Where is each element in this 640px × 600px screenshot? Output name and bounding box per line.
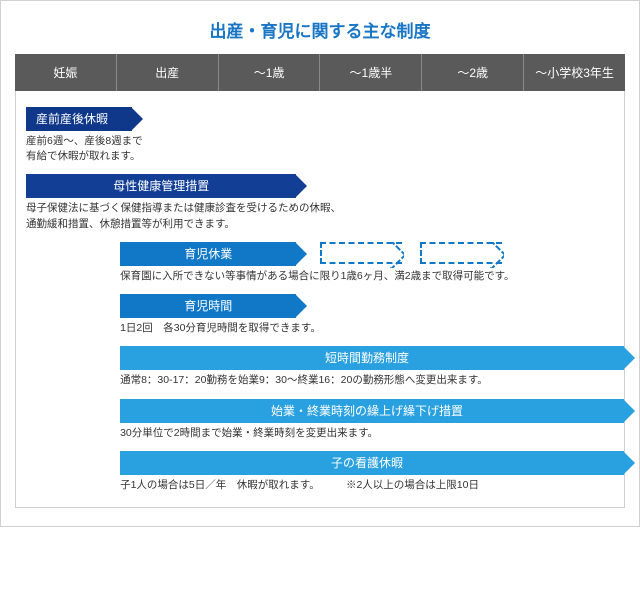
policy-arrow [120,294,296,318]
header-cell: 〜1歳半 [320,54,422,91]
policy-row: 子の看護休暇子1人の場合は5日／年 休暇が取れます。 ※2人以上の場合は上限10… [16,451,624,493]
header-cell: 出産 [117,54,219,91]
policy-row: 育児時間 1日2回 各30分育児時間を取得できます。 [16,294,624,336]
policy-arrow [26,174,296,198]
policy-description: 母子保健法に基づく保健指導または健康診査を受けるための休暇、通勤緩和措置、休憩措… [26,201,614,231]
policy-row: 育児休業保育園に入所できない等事情がある場合に限り1歳6ヶ月、満2歳まで取得可能… [16,242,624,284]
policy-description: 子1人の場合は5日／年 休暇が取れます。 ※2人以上の場合は上限10日 [120,478,614,493]
policy-description: 産前6週〜、産後8週まで有給で休暇が取れます。 [26,134,614,164]
chart-title: 出産・育児に関する主な制度 [15,17,625,42]
policy-description: 通常8：30-17：20勤務を始業9：30〜終業16：20の勤務形態へ変更出来ま… [120,373,614,388]
policy-extension-dashed [320,242,402,264]
policy-bar-track: 短時間勤務制度 [26,346,614,370]
timeline-header: 妊娠出産〜1歳〜1歳半〜2歳〜小学校3年生 [15,54,625,91]
policy-arrow [120,346,624,370]
policy-row: 短時間勤務制度通常8：30-17：20勤務を始業9：30〜終業16：20の勤務形… [16,346,624,388]
policy-description: 1日2回 各30分育児時間を取得できます。 [120,321,614,336]
policy-arrow [26,107,132,131]
policy-row: 母性健康管理措置母子保健法に基づく保健指導または健康診査を受けるための休暇、通勤… [16,174,624,231]
chart-body: 産前産後休暇産前6週〜、産後8週まで有給で休暇が取れます。母性健康管理措置母子保… [15,91,625,508]
header-cell: 〜小学校3年生 [524,54,625,91]
policy-description: 30分単位で2時間まで始業・終業時刻を変更出来ます。 [120,426,614,441]
policy-description: 保育園に入所できない等事情がある場合に限り1歳6ヶ月、満2歳まで取得可能です。 [120,269,614,284]
policy-arrow [120,399,624,423]
policy-row: 産前産後休暇産前6週〜、産後8週まで有給で休暇が取れます。 [16,107,624,164]
header-cell: 〜1歳 [219,54,321,91]
header-cell: 〜2歳 [422,54,524,91]
policy-bar-track: 育児時間 [26,294,614,318]
policy-bar-track: 始業・終業時刻の繰上げ繰下げ措置 [26,399,614,423]
chart-container: 出産・育児に関する主な制度 妊娠出産〜1歳〜1歳半〜2歳〜小学校3年生 産前産後… [0,0,640,527]
policy-arrow [120,451,624,475]
policy-bar-track: 母性健康管理措置 [26,174,614,198]
policy-bar-track: 産前産後休暇 [26,107,614,131]
policy-extension-dashed [420,242,502,264]
policy-bar-track: 育児休業 [26,242,614,266]
policy-row: 始業・終業時刻の繰上げ繰下げ措置 30分単位で2時間まで始業・終業時刻を変更出来ま… [16,399,624,441]
policy-arrow [120,242,296,266]
policy-bar-track: 子の看護休暇 [26,451,614,475]
header-cell: 妊娠 [15,54,117,91]
